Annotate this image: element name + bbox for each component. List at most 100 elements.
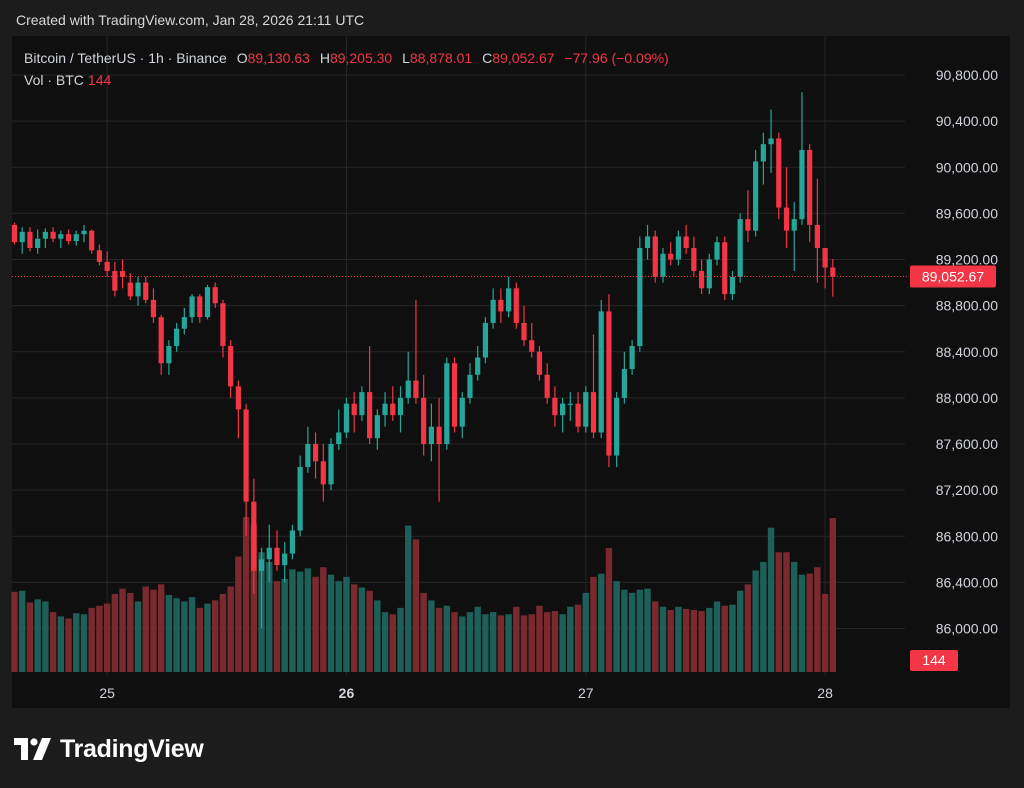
candle-body: [166, 345, 172, 364]
candle: [220, 299, 226, 358]
candle-body: [220, 303, 226, 346]
candle-body: [266, 547, 272, 560]
candle-body: [243, 409, 249, 502]
candle-body: [204, 287, 211, 318]
candle-body: [297, 467, 303, 531]
candle-body: [428, 426, 434, 444]
volume-bar: [397, 607, 404, 672]
last-price-box: [910, 265, 996, 288]
volume-bar: [582, 592, 589, 672]
candle-body: [451, 363, 458, 427]
date-tick-label: 27: [578, 685, 594, 701]
volume-bar: [49, 612, 57, 672]
candle: [714, 236, 720, 266]
candle-body: [112, 271, 118, 291]
candle: [81, 224, 87, 243]
candle: [228, 340, 234, 398]
candle-body: [706, 259, 712, 289]
candle: [274, 530, 280, 571]
volume-bar: [420, 592, 427, 672]
candle-body: [42, 231, 48, 239]
price-tick-label: 86,000.00: [936, 621, 998, 637]
candle: [73, 230, 79, 246]
candle: [783, 167, 790, 248]
candle-body: [714, 242, 720, 260]
symbol-title[interactable]: Bitcoin / TetherUS · 1h · Binance: [24, 50, 227, 66]
candle-body: [11, 224, 18, 243]
volume-bar: [173, 598, 180, 672]
candle: [359, 386, 365, 421]
candle: [204, 284, 211, 320]
candle: [768, 109, 774, 174]
candle-body: [783, 207, 790, 231]
candle: [467, 363, 473, 404]
volume-bar: [489, 612, 497, 672]
volume-bar: [821, 593, 829, 672]
candle-body: [575, 403, 581, 427]
last-price-marker[interactable]: 89,052.67: [910, 265, 996, 288]
candle-body: [467, 374, 473, 398]
volume-bar: [335, 581, 342, 672]
candle-body: [104, 261, 110, 272]
candle-body: [150, 299, 157, 318]
volume-bar: [520, 615, 528, 672]
candle-body: [459, 397, 465, 427]
candle: [382, 392, 388, 427]
volume-bar: [667, 610, 674, 672]
candle: [181, 307, 187, 335]
candle: [737, 213, 743, 283]
candle-body: [50, 231, 56, 239]
volume-bar: [304, 568, 312, 672]
candle-body: [652, 236, 658, 277]
volume-bar: [389, 614, 396, 672]
volume-bar: [11, 591, 18, 672]
volume-label[interactable]: Vol · BTC: [24, 72, 84, 88]
volume-bar: [34, 599, 41, 672]
candle: [305, 426, 311, 473]
candle: [459, 392, 465, 439]
volume-bar: [19, 590, 26, 672]
candle: [251, 478, 257, 594]
volume-bar: [775, 552, 782, 672]
volume-bar: [188, 597, 196, 672]
candle-body: [289, 530, 296, 554]
candle: [27, 227, 33, 252]
candle-body: [73, 234, 79, 242]
chart-panel[interactable]: [12, 36, 1010, 708]
candle-body: [614, 397, 620, 456]
volume-legend: Vol · BTC 144: [24, 72, 111, 88]
volume-bar: [327, 574, 335, 672]
candle-body: [258, 559, 265, 571]
price-tick-label: 90,400.00: [936, 113, 998, 129]
volume-bar: [65, 618, 72, 672]
volume-bar: [551, 611, 559, 672]
candle-body: [58, 234, 64, 239]
candle-body: [212, 287, 218, 304]
volume-bar: [543, 612, 551, 672]
price-tick-label: 88,000.00: [936, 390, 998, 406]
candle: [691, 236, 697, 277]
candle-body: [336, 432, 342, 444]
candle-body: [197, 296, 203, 318]
candle: [282, 542, 288, 583]
volume-bars: [11, 517, 837, 672]
candle-body: [312, 444, 319, 462]
volume-bar: [196, 607, 203, 672]
candle: [19, 227, 25, 254]
candle: [197, 294, 203, 323]
candle-body: [776, 138, 782, 208]
candle: [544, 363, 550, 404]
candle: [351, 392, 357, 433]
price-axis: 90,800.00 90,400.00 90,000.00 89,600.00 89,2…: [936, 67, 998, 637]
candle-body: [529, 340, 535, 352]
candle: [405, 351, 411, 404]
volume-bar: [235, 556, 242, 672]
tradingview-logo[interactable]: TradingView: [14, 735, 204, 764]
candle: [297, 455, 303, 537]
volume-bar: [690, 610, 698, 672]
candle: [289, 524, 296, 560]
candle-body: [675, 236, 682, 260]
candle-body: [482, 322, 489, 358]
candle-body: [513, 288, 519, 323]
